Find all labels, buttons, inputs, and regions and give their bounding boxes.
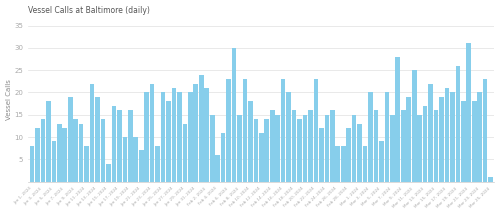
- Bar: [182, 124, 187, 181]
- Bar: [368, 92, 373, 181]
- Bar: [237, 115, 242, 181]
- Bar: [210, 115, 214, 181]
- Bar: [74, 119, 78, 181]
- Bar: [166, 101, 171, 181]
- Y-axis label: Vessel Calls: Vessel Calls: [6, 79, 12, 120]
- Bar: [160, 92, 166, 181]
- Bar: [95, 97, 100, 181]
- Bar: [319, 128, 324, 181]
- Bar: [286, 92, 291, 181]
- Bar: [264, 119, 269, 181]
- Bar: [374, 110, 378, 181]
- Bar: [40, 119, 46, 181]
- Bar: [144, 92, 149, 181]
- Bar: [117, 110, 121, 181]
- Bar: [122, 137, 127, 181]
- Bar: [336, 146, 340, 181]
- Bar: [100, 119, 105, 181]
- Bar: [434, 110, 438, 181]
- Bar: [379, 141, 384, 181]
- Bar: [221, 132, 226, 181]
- Bar: [194, 83, 198, 181]
- Bar: [302, 115, 308, 181]
- Bar: [30, 146, 35, 181]
- Bar: [461, 101, 466, 181]
- Bar: [156, 146, 160, 181]
- Bar: [90, 83, 94, 181]
- Bar: [384, 92, 389, 181]
- Bar: [248, 101, 252, 181]
- Bar: [35, 128, 40, 181]
- Bar: [362, 146, 368, 181]
- Bar: [199, 75, 203, 181]
- Bar: [134, 137, 138, 181]
- Bar: [428, 83, 433, 181]
- Bar: [444, 88, 450, 181]
- Bar: [297, 119, 302, 181]
- Bar: [314, 79, 318, 181]
- Bar: [276, 115, 280, 181]
- Bar: [292, 110, 296, 181]
- Bar: [270, 110, 274, 181]
- Bar: [204, 88, 209, 181]
- Bar: [324, 115, 329, 181]
- Bar: [358, 124, 362, 181]
- Bar: [68, 97, 72, 181]
- Bar: [352, 115, 356, 181]
- Bar: [128, 110, 132, 181]
- Bar: [439, 97, 444, 181]
- Bar: [341, 146, 345, 181]
- Bar: [488, 177, 493, 181]
- Bar: [112, 106, 116, 181]
- Bar: [308, 110, 313, 181]
- Bar: [396, 57, 400, 181]
- Bar: [483, 79, 488, 181]
- Bar: [57, 124, 62, 181]
- Bar: [281, 79, 285, 181]
- Bar: [62, 128, 67, 181]
- Bar: [456, 66, 460, 181]
- Bar: [46, 101, 50, 181]
- Bar: [423, 106, 428, 181]
- Bar: [139, 150, 143, 181]
- Bar: [84, 146, 89, 181]
- Bar: [390, 115, 394, 181]
- Bar: [150, 83, 154, 181]
- Bar: [226, 79, 231, 181]
- Bar: [188, 92, 192, 181]
- Bar: [466, 43, 471, 181]
- Bar: [52, 141, 56, 181]
- Bar: [216, 155, 220, 181]
- Text: Vessel Calls at Baltimore (daily): Vessel Calls at Baltimore (daily): [28, 6, 150, 15]
- Bar: [106, 164, 111, 181]
- Bar: [472, 101, 476, 181]
- Bar: [412, 70, 416, 181]
- Bar: [450, 92, 454, 181]
- Bar: [254, 119, 258, 181]
- Bar: [418, 115, 422, 181]
- Bar: [79, 124, 84, 181]
- Bar: [346, 128, 351, 181]
- Bar: [177, 92, 182, 181]
- Bar: [330, 110, 334, 181]
- Bar: [232, 48, 236, 181]
- Bar: [478, 92, 482, 181]
- Bar: [259, 132, 264, 181]
- Bar: [172, 88, 176, 181]
- Bar: [406, 97, 411, 181]
- Bar: [242, 79, 248, 181]
- Bar: [401, 110, 406, 181]
